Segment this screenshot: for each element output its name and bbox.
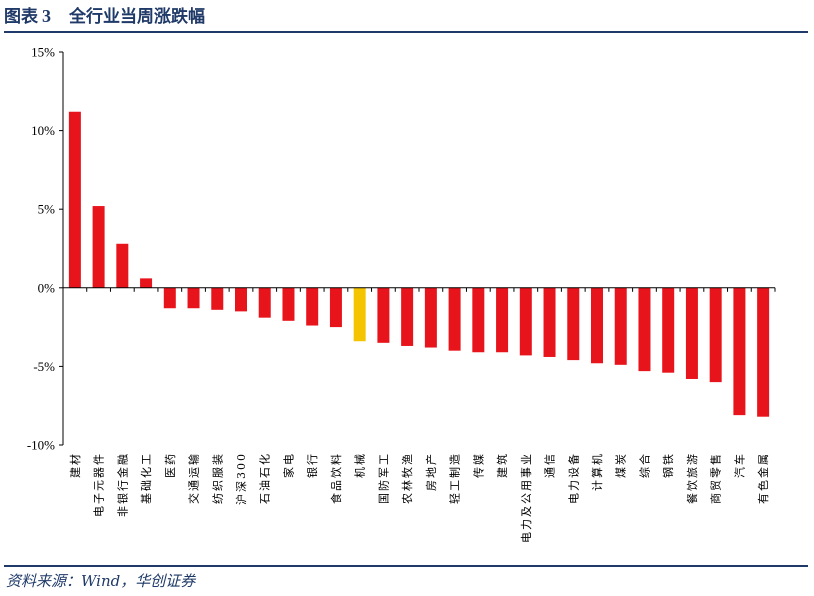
category-label: 计算机 (590, 452, 604, 491)
chart-title: 全行业当周涨跌幅 (69, 7, 205, 27)
category-label: 纺织服装 (210, 452, 224, 504)
bar-农林牧渔 (401, 287, 414, 346)
axes-group: 15% 10% 5% 0% -5% -10% (27, 45, 776, 453)
category-label: 汽车 (732, 452, 746, 478)
category-label: 轻工制造 (448, 452, 462, 504)
bar-通信 (543, 287, 556, 357)
category-labels: 建材 电子元器件 非银行金融 基础化工 医药 交通运输 纺织服装 沪深300 石油石化 家电 银行食… (68, 452, 770, 543)
y-tick-label: 0% (38, 280, 56, 295)
category-label: 电子元器件 (93, 452, 106, 517)
category-label: 综合 (637, 452, 651, 478)
bottom-rule (4, 565, 808, 567)
figure-title: 图表 3 全行业当周涨跌幅 (4, 4, 205, 28)
category-label: 银行 (305, 452, 319, 478)
bar-计算机 (591, 287, 603, 364)
bar-电力及公用事业 (519, 287, 532, 356)
bar-银行 (306, 287, 319, 326)
bar-传媒 (472, 287, 485, 353)
bar-交通运输 (187, 287, 200, 309)
bar-沪深300 (235, 287, 247, 312)
category-label: 医药 (164, 452, 177, 478)
bar-食品饮料 (329, 287, 342, 328)
category-label: 钢铁 (662, 452, 675, 478)
bar-综合 (638, 287, 651, 372)
category-label: 家电 (281, 452, 295, 478)
category-label: 国防军工 (376, 452, 390, 504)
category-label: 商贸零售 (709, 452, 723, 504)
bar-餐饮旅游 (685, 287, 698, 379)
y-tick-label: 5% (38, 202, 56, 217)
bar-电子元器件 (92, 206, 105, 288)
bar-石油石化 (258, 287, 271, 318)
category-label: 通信 (544, 452, 557, 478)
category-label: 建材 (68, 452, 82, 478)
y-tick-label: -5% (33, 359, 55, 374)
y-tick-label: 15% (31, 45, 55, 60)
category-label: 建筑 (495, 452, 509, 478)
category-label: 电力及公用事业 (520, 452, 533, 543)
bars-group (68, 111, 770, 417)
bar-汽车 (733, 287, 746, 416)
figure-number: 3 (42, 6, 51, 26)
figure-label: 图表 (4, 7, 38, 27)
bar-电力设备 (567, 287, 580, 361)
category-label: 传媒 (472, 452, 485, 478)
category-label: 餐饮旅游 (685, 452, 699, 504)
bar-建筑 (496, 287, 509, 353)
bar-轻工制造 (448, 287, 461, 351)
bar-国防军工 (377, 287, 390, 343)
source-note: 资料来源：Wind，华创证券 (6, 572, 196, 590)
category-label: 非银行金融 (115, 452, 129, 517)
y-tick-label: 10% (31, 123, 55, 138)
bar-钢铁 (662, 287, 675, 373)
category-label: 煤炭 (615, 452, 628, 478)
category-label: 机械 (353, 452, 367, 478)
top-rule (4, 31, 808, 33)
category-label: 交通运输 (187, 452, 201, 504)
bar-纺织服装 (211, 287, 224, 310)
category-label: 沪深300 (234, 452, 248, 505)
bar-煤炭 (614, 287, 627, 365)
bar-家电 (282, 287, 295, 321)
bar-chart: 15% 10% 5% 0% -5% -10% 建材 电子元器件 非银行金融 基础化工 医药 交通运输… (27, 45, 776, 543)
category-label: 农林牧渔 (400, 452, 414, 504)
category-label: 电力设备 (566, 452, 580, 504)
bar-房地产 (424, 287, 437, 348)
category-label: 石油石化 (258, 452, 272, 504)
y-tick-label: -10% (27, 438, 55, 453)
bar-基础化工 (140, 278, 153, 288)
bar-医药 (163, 287, 176, 309)
bar-商贸零售 (709, 287, 722, 383)
category-label: 食品饮料 (329, 452, 343, 504)
category-label: 基础化工 (139, 452, 153, 504)
bar-机械 (353, 287, 366, 342)
bar-有色金属 (757, 287, 770, 417)
category-label: 有色金属 (756, 452, 770, 504)
category-label: 房地产 (424, 452, 438, 491)
bar-建材 (68, 111, 81, 288)
bar-非银行金融 (116, 243, 129, 288)
